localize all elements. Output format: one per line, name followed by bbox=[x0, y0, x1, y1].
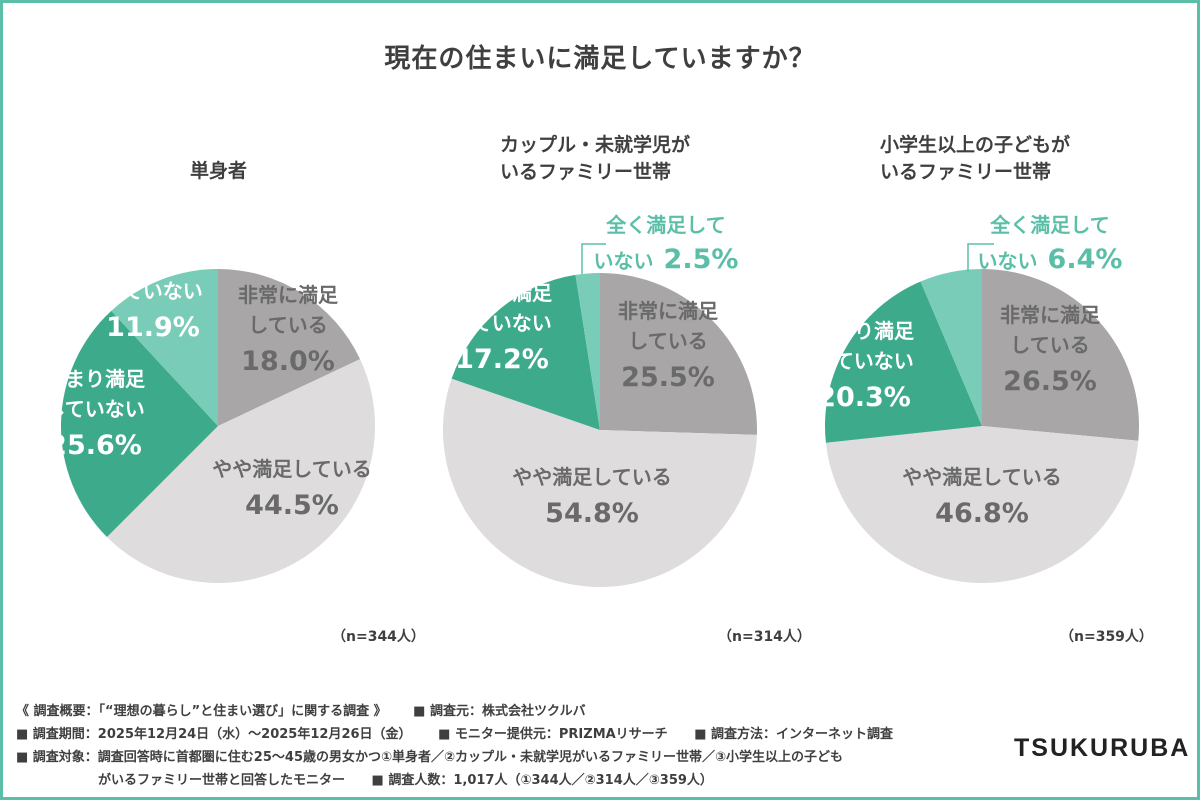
leader-line bbox=[581, 243, 606, 274]
slice-label-line: している bbox=[248, 313, 327, 337]
survey-summary: 《 調査概要：「“理想の暮らし”と住まい選び」に関する調査 》 bbox=[16, 704, 387, 719]
slice-label: 非常に満足している 18.0% bbox=[238, 283, 339, 377]
survey-provider: ■ モニター提供元：PRIZMAリサーチ bbox=[438, 727, 668, 742]
slice-label: 全く満足していない 2.5% bbox=[594, 213, 739, 275]
slice-somewhat-satisfied bbox=[443, 378, 757, 587]
group-label-line: 単身者 bbox=[190, 160, 248, 182]
slice-label-line: あまり満足 bbox=[452, 281, 553, 305]
slice-label-line: している bbox=[1010, 333, 1089, 357]
slice-value: 2.5% bbox=[664, 244, 739, 275]
slice-very-satisfied bbox=[982, 269, 1139, 441]
pie-charts: 非常に満足している 18.0%やや満足している 44.5%あまり満足していない 25.… bbox=[45, 213, 1139, 587]
slice-label-line: 非常に満足 bbox=[618, 299, 719, 323]
survey-overview: 《 調査概要：「“理想の暮らし”と住まい選び」に関する調査 》 ■ 調査元：株式… bbox=[16, 700, 1006, 792]
slice-label-line: あまり満足 bbox=[814, 319, 915, 343]
slice-label: 全く満足していない 6.4% bbox=[978, 213, 1123, 275]
slice-label-line: やや満足している bbox=[902, 465, 1061, 489]
group-label-line: 小学生以上の子どもが bbox=[880, 134, 1071, 156]
survey-target-cont: がいるファミリー世帯と回答したモニター bbox=[98, 773, 346, 788]
survey-target: ■ 調査対象：調査回答時に首都圏に住む25〜45歳の男女かつ①単身者／②カップル… bbox=[16, 750, 844, 765]
slice-label-line: 全く満足して bbox=[605, 213, 725, 237]
slice-somewhat-satisfied bbox=[106, 359, 376, 584]
slice-label-line: いない bbox=[978, 249, 1038, 273]
slice-label: あまり満足していない 25.6% bbox=[45, 367, 146, 461]
slice-value: 26.5% bbox=[1003, 366, 1097, 397]
pie-chart-3: 非常に満足している 26.5% やや満足している 46.8% あまり満足していない 20.… bbox=[814, 213, 1139, 583]
sample-size-single: （n=344人） bbox=[332, 629, 425, 645]
slice-value: 44.5% bbox=[245, 490, 339, 521]
slice-label-line: 全く満足 bbox=[112, 249, 194, 273]
survey-period: ■ 調査期間：2025年12月24日（水）〜2025年12月26日（金） bbox=[16, 727, 412, 742]
slice-somewhat-satisfied bbox=[825, 426, 1139, 583]
sample-size-couple-preschool: （n=314人） bbox=[718, 629, 811, 645]
survey-organizer: ■ 調査元：株式会社ツクルバ bbox=[413, 704, 586, 719]
slice-label-line: やや満足している bbox=[212, 457, 371, 481]
slice-not-very-satisfied bbox=[451, 274, 600, 430]
slice-label-line: 非常に満足 bbox=[238, 283, 339, 307]
slice-label: あまり満足していない 17.2% bbox=[452, 281, 553, 375]
slice-value: 46.8% bbox=[935, 498, 1029, 529]
group-label-line: カップル・未就学児が bbox=[500, 134, 691, 156]
slice-label: あまり満足していない 20.3% bbox=[814, 319, 915, 413]
group-label-line: いるファミリー世帯 bbox=[500, 161, 672, 183]
group-label-line: いるファミリー世帯 bbox=[880, 161, 1052, 183]
group-label-single: 単身者 bbox=[190, 158, 247, 185]
slice-label-line: していない bbox=[814, 349, 913, 373]
slice-label-line: 非常に満足 bbox=[1000, 303, 1101, 327]
slice-label-line: していない bbox=[452, 311, 551, 335]
slice-value: 11.9% bbox=[106, 312, 200, 343]
slice-label-line: あまり満足 bbox=[45, 367, 146, 391]
slice-not-at-all-satisfied bbox=[575, 273, 600, 430]
group-label-couple-preschool: カップル・未就学児が いるファミリー世帯 bbox=[500, 132, 690, 186]
slice-not-at-all-satisfied bbox=[111, 269, 218, 426]
slice-label-line: していない bbox=[103, 279, 202, 303]
slice-label-line: 全く満足して bbox=[989, 213, 1109, 237]
pie-chart-1: 非常に満足している 18.0%やや満足している 44.5%あまり満足していない 25.… bbox=[45, 249, 376, 584]
slice-label: 非常に満足している 25.5% bbox=[618, 299, 719, 393]
tsukuruba-logo: TSUKURUBA bbox=[1014, 734, 1191, 762]
slice-very-satisfied bbox=[600, 273, 757, 435]
pie-chart-2: 非常に満足している 25.5% やや満足している 54.8% あまり満足していない 17.… bbox=[443, 213, 757, 587]
sample-size-school-age-family: （n=359人） bbox=[1060, 629, 1153, 645]
group-label-school-age-family: 小学生以上の子どもが いるファミリー世帯 bbox=[880, 132, 1070, 186]
slice-label-line: していない bbox=[45, 397, 144, 421]
slice-value: 6.4% bbox=[1048, 244, 1123, 275]
slice-label: やや満足している 46.8% bbox=[902, 465, 1061, 529]
slice-value: 25.6% bbox=[48, 430, 142, 461]
slice-label-line: いない bbox=[594, 249, 654, 273]
slice-label: 全く満足していない 11.9% bbox=[103, 249, 202, 343]
slice-value: 54.8% bbox=[545, 498, 639, 529]
slice-value: 20.3% bbox=[817, 382, 911, 413]
slice-value: 17.2% bbox=[455, 344, 549, 375]
slice-very-satisfied bbox=[218, 269, 361, 426]
slice-not-very-satisfied bbox=[825, 281, 982, 443]
slice-label: 非常に満足している 26.5% bbox=[1000, 303, 1101, 397]
survey-respondents: ■ 調査人数：1,017人（①344人／②314人／③359人） bbox=[371, 773, 713, 788]
survey-method: ■ 調査方法：インターネット調査 bbox=[694, 727, 894, 742]
slice-not-very-satisfied bbox=[60, 310, 219, 538]
slice-not-at-all-satisfied bbox=[920, 269, 982, 426]
slice-label-line: やや満足している bbox=[512, 465, 671, 489]
slice-value: 18.0% bbox=[241, 346, 335, 377]
chart-title: 現在の住まいに満足していますか？ bbox=[384, 44, 816, 74]
slice-label: やや満足している 54.8% bbox=[512, 465, 671, 529]
slice-value: 25.5% bbox=[621, 362, 715, 393]
slice-label: やや満足している 44.5% bbox=[212, 457, 371, 521]
leader-line bbox=[967, 243, 994, 272]
slice-label-line: している bbox=[628, 329, 707, 353]
